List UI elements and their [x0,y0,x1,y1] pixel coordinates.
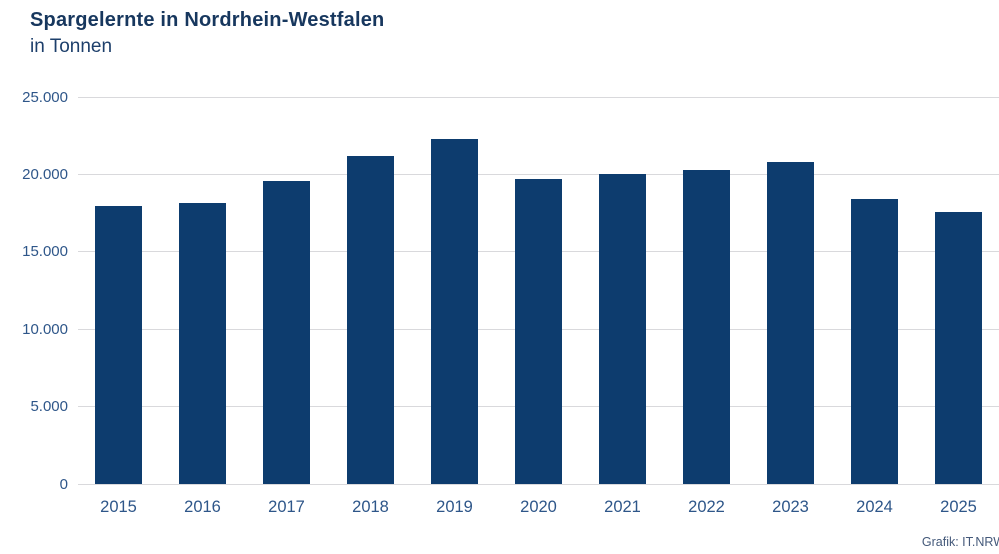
bar-2020 [515,179,562,484]
gridline [78,483,999,485]
bar-2023 [767,162,814,484]
page-title: Spargelernte in Nordrhein-Westfalen [30,9,385,31]
bar-2019 [431,138,478,484]
title-block: Spargelernte in Nordrhein-Westfalen in T… [30,7,384,59]
bar-2017 [263,181,310,484]
x-tick-label: 2024 [856,498,893,516]
x-tick-label: 2022 [688,498,725,516]
source-credit: Grafik: IT.NRW [921,535,999,549]
bar-2018 [347,155,394,484]
x-tick-label: 2025 [940,498,977,516]
bar-2015 [95,206,142,484]
bar-2016 [179,203,226,484]
y-tick-label: 15.000 [22,243,68,261]
y-tick-label: 25.000 [22,88,68,106]
gridline [78,173,999,175]
y-tick-label: 10.000 [22,320,68,338]
bar-2022 [683,169,730,484]
y-tick-label: 20.000 [22,165,68,183]
x-tick-label: 2020 [520,498,557,516]
bar-2025 [935,211,982,484]
page-subtitle: in Tonnen [30,36,113,57]
x-tick-label: 2021 [604,498,641,516]
gridline [78,96,999,98]
x-tick-label: 2019 [436,498,473,516]
bar-2024 [851,199,898,484]
x-tick-label: 2018 [352,498,389,516]
bar-2021 [599,174,646,484]
y-tick-label: 0 [59,475,68,493]
x-tick-label: 2016 [184,498,221,516]
x-tick-label: 2017 [268,498,305,516]
x-tick-label: 2015 [100,498,137,516]
y-tick-label: 5.000 [30,398,68,416]
x-tick-label: 2023 [772,498,809,516]
